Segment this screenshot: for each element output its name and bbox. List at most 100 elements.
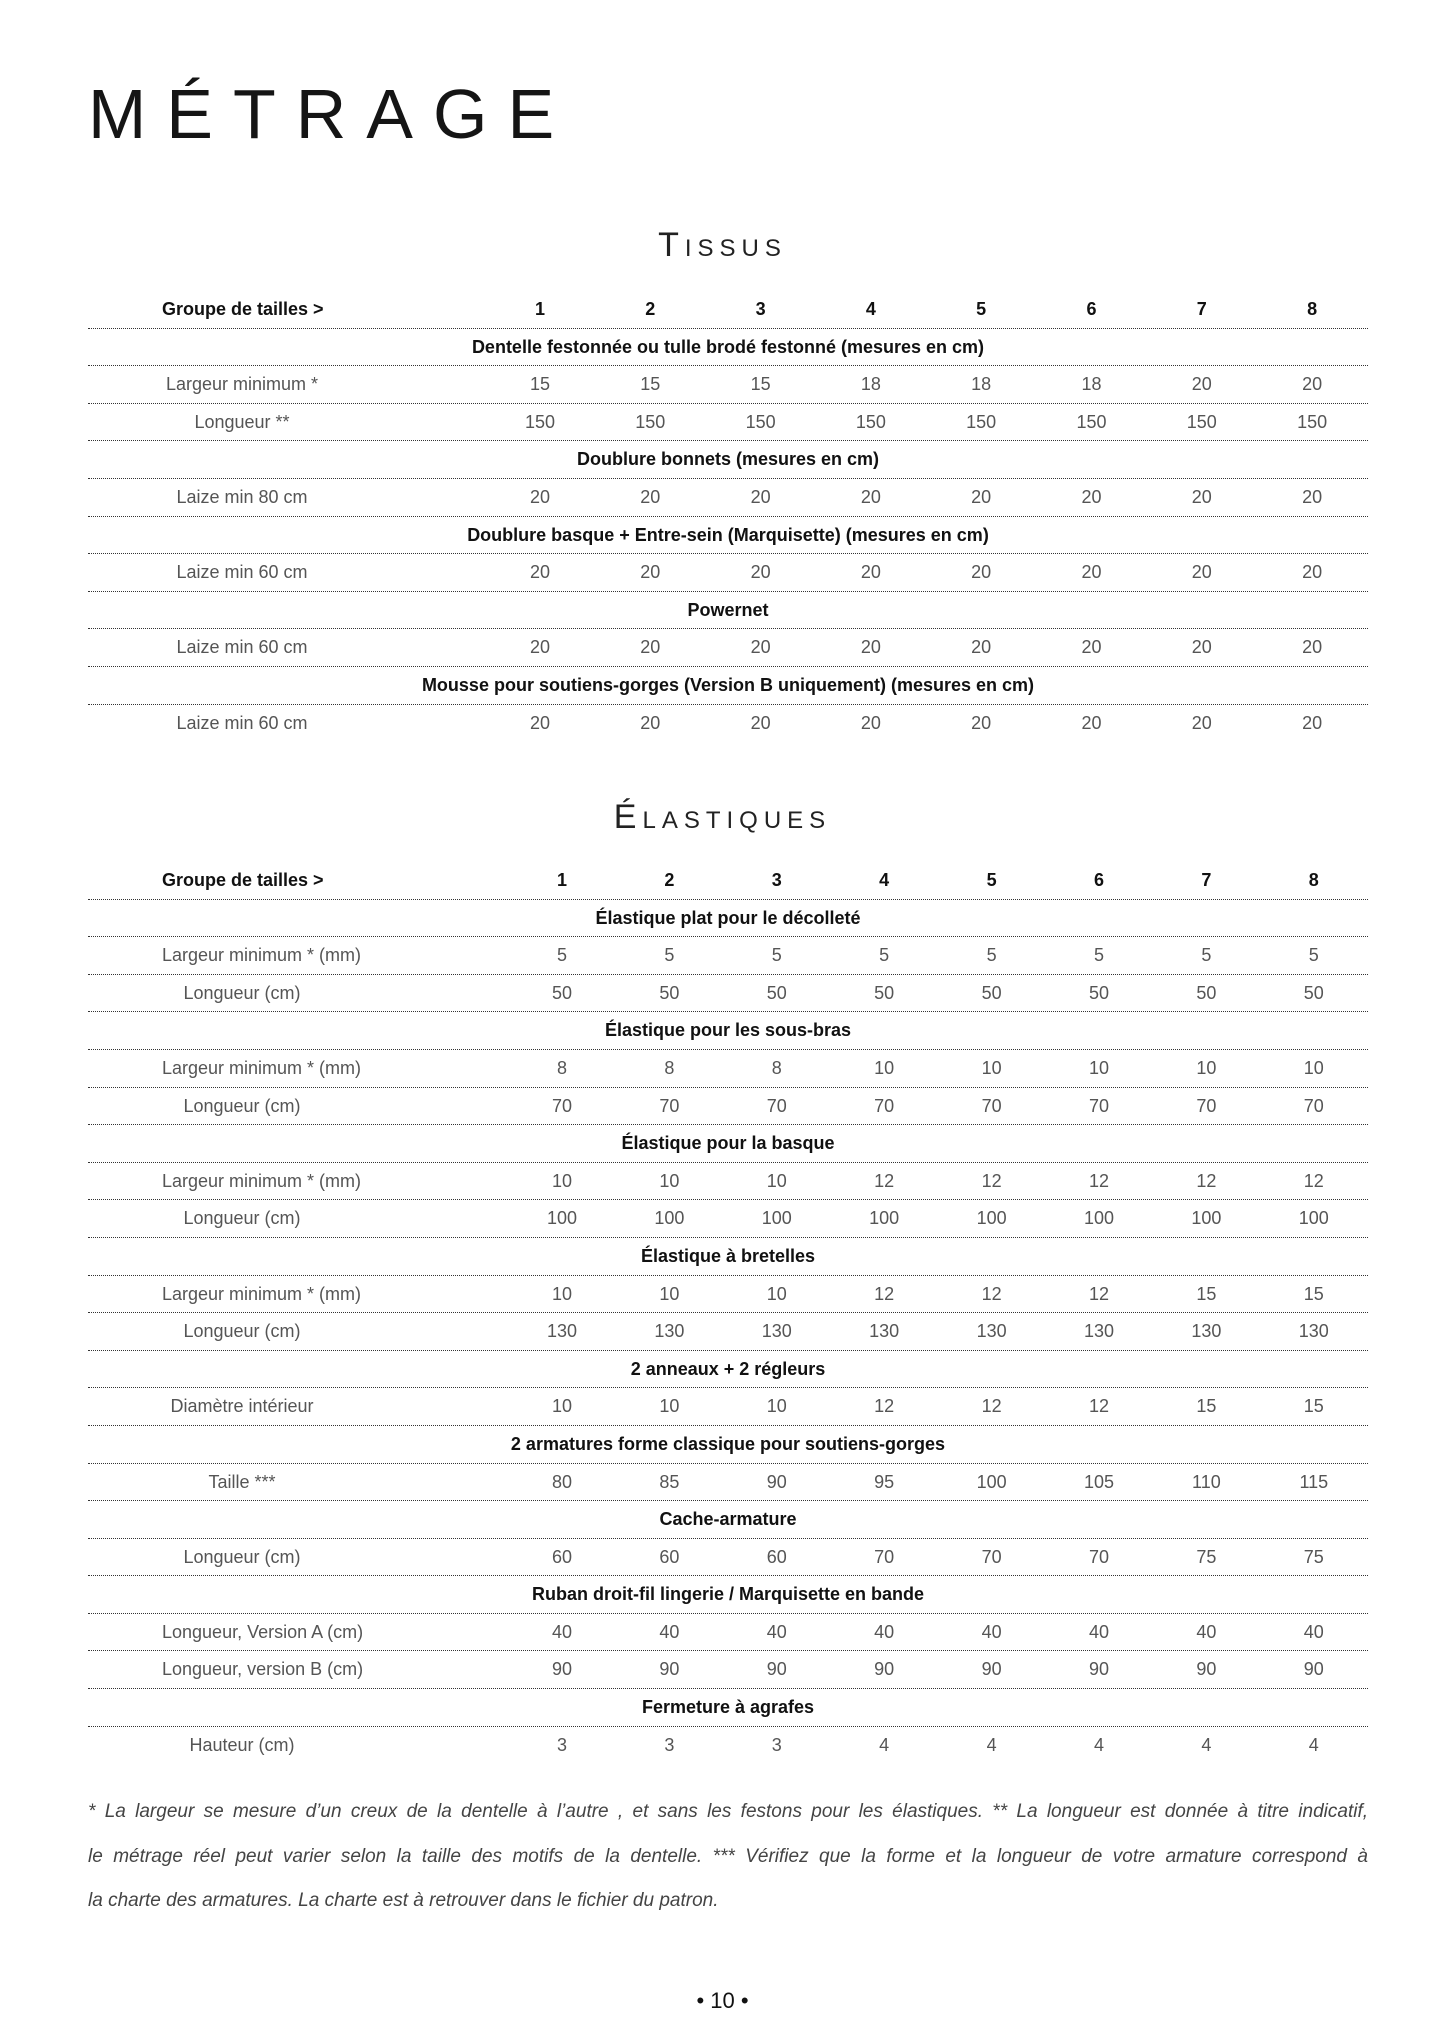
table-cell: 130 (1191, 1321, 1222, 1342)
table-cell: 90 (981, 1659, 1002, 1680)
table-cell: 90 (551, 1659, 573, 1680)
table-cell: 20 (1302, 562, 1323, 583)
table-cell: 12 (874, 1283, 895, 1304)
table-cell: 50 (1196, 982, 1217, 1003)
table-cell: 20 (860, 486, 881, 507)
table-cell: 5 (986, 945, 997, 966)
table-cell: 5 (664, 945, 675, 966)
table-cell: 5 (1201, 945, 1212, 966)
table-cell: 75 (1196, 1546, 1217, 1567)
section-title: Fermeture à agrafes (641, 1697, 815, 1718)
row-label: Laize min 60 cm (176, 712, 308, 733)
table-cell: 90 (659, 1659, 680, 1680)
table-cell: 15 (529, 374, 551, 395)
table-cell: 130 (761, 1321, 792, 1342)
size-group-header: 3 (771, 870, 782, 890)
table-row: Laize min 80 cm 20 20 20 20 20 20 20 20 (88, 479, 1368, 517)
table-cell: 12 (1088, 1283, 1110, 1304)
row-label: Laize min 60 cm (176, 637, 308, 658)
table-cell: 10 (766, 1396, 787, 1417)
table-cell: 5 (1093, 945, 1104, 966)
size-group-header: 1 (534, 299, 545, 319)
table-cell: 20 (1191, 374, 1212, 395)
table-cell: 4 (1201, 1734, 1212, 1755)
table-cell: 15 (1303, 1283, 1324, 1304)
table-cell: 100 (1191, 1208, 1222, 1229)
table-cell: 130 (546, 1321, 578, 1342)
table-cell: 70 (981, 1095, 1002, 1116)
table-cell: 130 (976, 1321, 1007, 1342)
header-label: Groupe de tailles > (162, 299, 324, 319)
table-cell: 20 (1191, 562, 1212, 583)
table-cell: 10 (659, 1283, 680, 1304)
table-cell: 105 (1083, 1471, 1115, 1492)
table-row: Hauteur (cm) 3 3 3 4 4 4 4 4 (88, 1727, 1368, 1765)
table-cell: 12 (981, 1396, 1002, 1417)
table-row: Laize min 60 cm 20 20 20 20 20 20 20 20 (88, 705, 1368, 743)
table-cell: 10 (766, 1283, 787, 1304)
table-cell: 40 (659, 1621, 680, 1642)
table-cell: 12 (1088, 1170, 1110, 1191)
table-cell: 70 (766, 1095, 787, 1116)
table-cell: 90 (766, 1659, 787, 1680)
table-cell: 60 (659, 1546, 680, 1567)
table-cell: 10 (1303, 1057, 1324, 1078)
table-cell: 10 (981, 1057, 1002, 1078)
table-cell: 12 (874, 1170, 895, 1191)
row-label: Laize min 60 cm (176, 562, 308, 583)
table-cell: 100 (546, 1208, 578, 1229)
elastiques-table: Groupe de tailles >1 2 3 4 5 6 7 8 Élastique pla… (88, 862, 1368, 1764)
table-cell: 10 (659, 1396, 680, 1417)
row-label: Longueur ** (194, 411, 290, 432)
table-row: Largeur minimum * (mm) 10 10 10 12 12 12 15 15 (88, 1276, 1368, 1314)
table-cell: 5 (556, 945, 567, 966)
size-group-header: 4 (879, 870, 890, 890)
table-cell: 3 (771, 1734, 782, 1755)
section-title: Doublure basque + Entre-sein (Marquisett… (467, 524, 989, 545)
section-title: 2 armatures forme classique pour soutien… (510, 1433, 946, 1454)
section-header-row: Ruban droit-fil lingerie / Marquisette e… (88, 1576, 1368, 1614)
table-cell: 20 (860, 562, 881, 583)
page-number: • 10 • (696, 1988, 749, 2013)
table-cell: 20 (640, 637, 661, 658)
table-cell: 90 (766, 1471, 787, 1492)
table-cell: 100 (1298, 1208, 1329, 1229)
table-cell: 40 (766, 1621, 787, 1642)
table-cell: 10 (766, 1170, 787, 1191)
table-cell: 100 (761, 1208, 792, 1229)
table-row: Longueur (cm) 130 130 130 130 130 130 130 130 (88, 1313, 1368, 1351)
table-cell: 100 (976, 1471, 1007, 1492)
section-title: Mousse pour soutiens-gorges (Version B u… (421, 674, 1035, 695)
row-label: Largeur minimum * (mm) (162, 945, 362, 966)
table-cell: 10 (659, 1170, 680, 1191)
section-header-row: Doublure bonnets (mesures en cm) (88, 441, 1368, 479)
table-cell: 70 (1303, 1095, 1324, 1116)
table-cell: 18 (860, 374, 881, 395)
table-row: Taille *** 80 85 90 95 100 105 110 115 (88, 1464, 1368, 1502)
table-cell: 20 (640, 712, 661, 733)
table-row: Largeur minimum * (mm) 8 8 8 10 10 10 10 10 (88, 1050, 1368, 1088)
table-cell: 20 (640, 562, 661, 583)
row-label: Longueur (cm) (183, 1208, 301, 1229)
table-cell: 70 (659, 1095, 680, 1116)
row-label: Largeur minimum * (mm) (162, 1057, 362, 1078)
table-cell: 150 (1297, 411, 1328, 432)
table-cell: 130 (869, 1321, 900, 1342)
row-label: Largeur minimum * (mm) (162, 1283, 362, 1304)
table-cell: 90 (1303, 1659, 1324, 1680)
table-cell: 70 (1196, 1095, 1217, 1116)
table-cell: 5 (1308, 945, 1319, 966)
table-cell: 20 (1302, 637, 1323, 658)
table-row: Longueur (cm) 60 60 60 70 70 70 75 75 (88, 1539, 1368, 1577)
table-cell: 20 (1191, 486, 1212, 507)
table-cell: 50 (766, 982, 787, 1003)
footnotes: * La largeur se mesure d’un creux de la … (88, 1790, 1368, 1924)
table-cell: 4 (986, 1734, 997, 1755)
section-header-row: Mousse pour soutiens-gorges (Version B u… (88, 667, 1368, 705)
table-cell: 20 (971, 712, 992, 733)
table-cell: 8 (664, 1057, 675, 1078)
footnote-line: * La largeur se mesure d’un creux de la … (88, 1801, 1368, 1822)
section-header-row: Cache-armature (88, 1501, 1368, 1539)
table-cell: 70 (1088, 1095, 1110, 1116)
section-header-row: 2 armatures forme classique pour soutien… (88, 1426, 1368, 1464)
